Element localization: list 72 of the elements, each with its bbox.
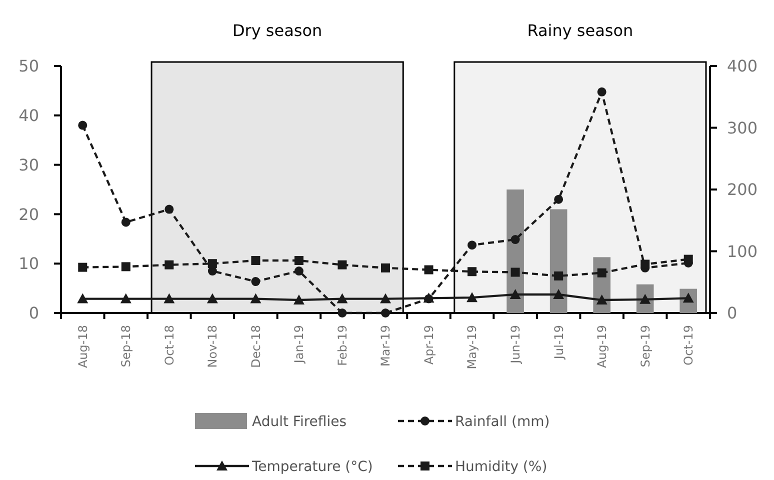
point xyxy=(684,254,693,264)
point xyxy=(336,293,348,304)
y-tick-label: 30 xyxy=(18,155,39,174)
point xyxy=(293,294,304,305)
y-tick-label: 40 xyxy=(18,106,39,125)
point xyxy=(77,293,88,304)
x-tick-label: May-19 xyxy=(465,325,480,370)
legend-label: Rainfall (mm) xyxy=(455,414,550,430)
point xyxy=(381,308,390,318)
x-tick-label: Sep-19 xyxy=(638,325,652,368)
x-tick-label: Mar-19 xyxy=(378,325,393,366)
point xyxy=(251,277,260,286)
point xyxy=(468,267,477,276)
point xyxy=(466,292,478,302)
point xyxy=(597,87,606,96)
point xyxy=(510,235,520,244)
point xyxy=(121,218,130,227)
point xyxy=(294,256,304,266)
point xyxy=(251,256,260,266)
y2-tick-label: 300 xyxy=(727,118,758,138)
point xyxy=(424,265,434,274)
point xyxy=(250,293,262,304)
x-tick-label: Aug-18 xyxy=(76,325,90,368)
x-tick-label: Jan-19 xyxy=(292,325,306,364)
point xyxy=(596,294,608,305)
x-tick-label: Nov-18 xyxy=(206,325,220,368)
x-tick-label: Oct-19 xyxy=(682,325,696,366)
point xyxy=(338,260,347,270)
point xyxy=(510,268,520,277)
point xyxy=(120,293,132,304)
y-tick-label: 0 xyxy=(28,304,39,323)
legend-label: Temperature (°C) xyxy=(251,458,373,475)
point xyxy=(553,288,564,299)
point xyxy=(78,262,88,272)
point xyxy=(380,293,391,304)
point xyxy=(640,260,650,269)
x-tick-label: Jul-19 xyxy=(552,325,566,360)
point xyxy=(206,293,218,304)
x-tick-label: Oct-18 xyxy=(162,325,176,366)
point xyxy=(468,240,477,250)
point xyxy=(121,262,130,272)
legend-label: Humidity (%) xyxy=(455,458,548,475)
point xyxy=(554,271,564,280)
x-tick-label: Feb-19 xyxy=(335,325,350,366)
legend-label: Adult Fireflies xyxy=(252,414,347,430)
point xyxy=(164,204,174,214)
point xyxy=(510,288,521,299)
y-tick-label: 10 xyxy=(18,254,39,274)
y2-tick-label: 200 xyxy=(727,180,758,200)
point xyxy=(78,120,88,130)
y-tick-label: 20 xyxy=(18,204,39,224)
band-label: Rainy season xyxy=(527,21,634,40)
bar xyxy=(506,190,524,313)
y2-tick-label: 400 xyxy=(727,56,758,76)
point xyxy=(294,266,304,276)
point xyxy=(597,268,606,278)
point xyxy=(164,260,174,270)
bar xyxy=(550,209,568,313)
x-tick-label: Aug-19 xyxy=(595,325,610,368)
x-tick-label: Sep-18 xyxy=(119,325,134,368)
y2-tick-label: 100 xyxy=(727,242,758,261)
y2-tick-label: 0 xyxy=(727,304,738,323)
point xyxy=(554,194,564,204)
point xyxy=(338,308,347,318)
x-tick-label: Jun-19 xyxy=(508,325,522,364)
x-tick-label: Apr-19 xyxy=(422,325,436,365)
y-tick-label: 50 xyxy=(18,56,39,76)
point xyxy=(381,263,390,272)
band-label: Dry season xyxy=(232,21,322,40)
point xyxy=(208,259,217,268)
point xyxy=(164,293,175,304)
x-tick-label: Dec-18 xyxy=(248,325,263,368)
